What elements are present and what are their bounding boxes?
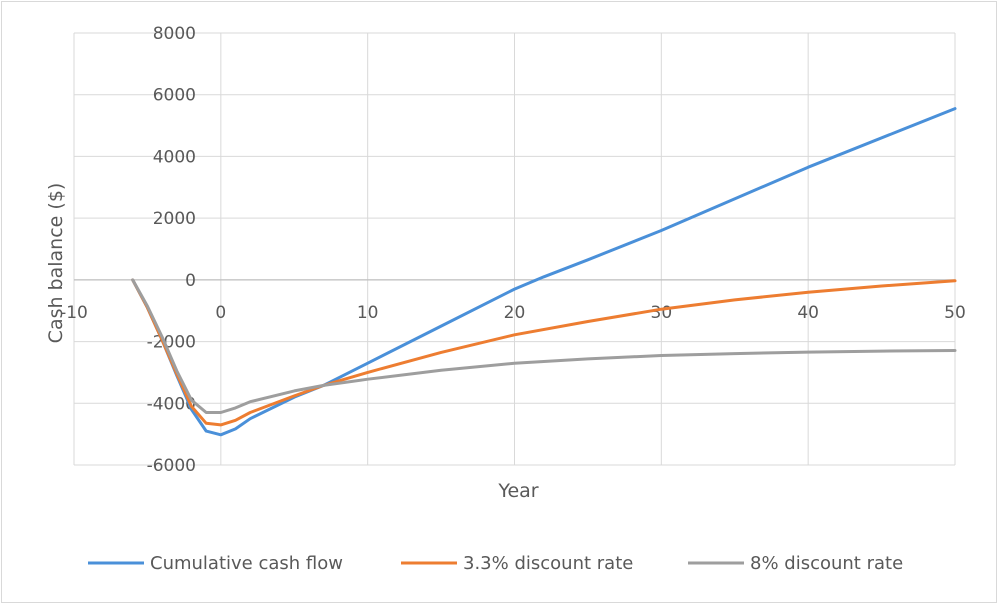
x-axis-title: Year xyxy=(497,480,538,502)
x-tick-label: 0 xyxy=(215,303,226,323)
series-line xyxy=(131,107,957,437)
legend-label: 3.3% discount rate xyxy=(463,553,633,574)
y-axis-title: Cash balance ($) xyxy=(45,183,67,344)
series-lines xyxy=(131,107,957,437)
y-tick-label: -2000 xyxy=(147,333,196,353)
x-tick-label: 30 xyxy=(651,303,673,323)
x-tick-label: 40 xyxy=(797,303,819,323)
y-tick-label: -4000 xyxy=(147,394,196,414)
grid-lines xyxy=(73,32,956,466)
x-tick-label: -10 xyxy=(60,303,88,323)
y-tick-label: 2000 xyxy=(153,209,196,229)
y-tick-label: 0 xyxy=(185,271,196,291)
x-tick-label: 10 xyxy=(357,303,379,323)
series-line xyxy=(131,278,957,427)
legend-label: Cumulative cash flow xyxy=(150,553,343,574)
y-tick-label: 4000 xyxy=(153,147,196,167)
legend: Cumulative cash flow 3.3% discount rate 8%… xyxy=(88,553,903,574)
legend-label: 8% discount rate xyxy=(750,553,903,574)
x-tick-label: 50 xyxy=(944,303,966,323)
series-line xyxy=(131,278,957,414)
y-tick-label: 6000 xyxy=(153,86,196,106)
y-axis-tick-labels: -6000 -4000 -2000 0 2000 4000 6000 8000 xyxy=(147,24,196,476)
x-tick-label: 20 xyxy=(504,303,526,323)
y-tick-label: 8000 xyxy=(153,24,196,44)
x-axis-tick-labels: -10 0 10 20 30 40 50 xyxy=(60,303,966,323)
y-tick-label: -6000 xyxy=(147,456,196,476)
